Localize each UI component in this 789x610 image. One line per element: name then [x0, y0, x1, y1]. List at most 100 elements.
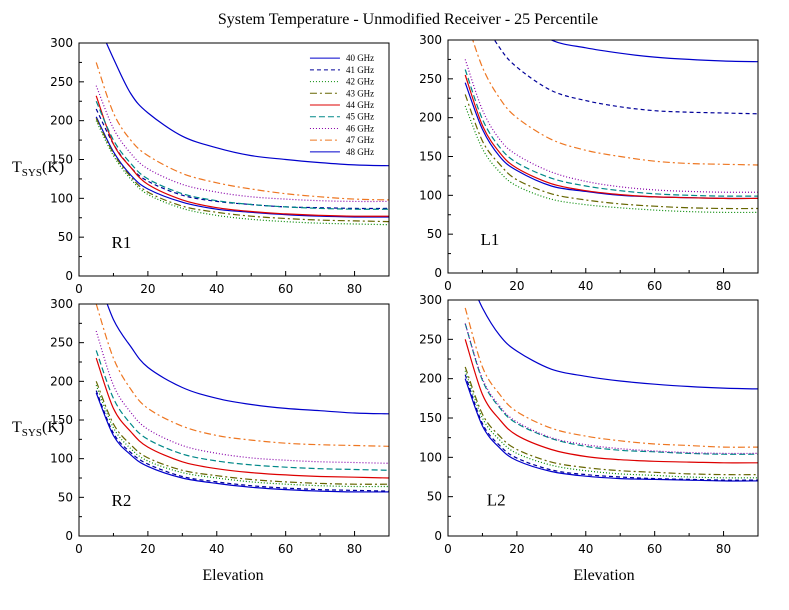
- series-line-47-ghz: [472, 40, 758, 166]
- y-tick-label: 250: [50, 336, 73, 350]
- y-tick-label: 150: [419, 150, 442, 164]
- series-line-41-ghz: [95, 108, 389, 210]
- chart-title: System Temperature - Unmodified Receiver…: [218, 11, 598, 28]
- series-group: [464, 40, 758, 214]
- x-tick-label: 80: [347, 542, 362, 556]
- series-line-44-ghz: [95, 95, 389, 217]
- x-tick-label: 40: [209, 542, 224, 556]
- x-tick-label: 60: [647, 279, 662, 293]
- y-tick-label: 100: [50, 191, 73, 205]
- panel-l2: 0 50 100 150 200 250 300 0 20 40 60 80 L2: [419, 293, 759, 556]
- y-tick-label: 200: [50, 114, 73, 128]
- x-tick-label: 0: [75, 542, 83, 556]
- y-tick-label: 250: [419, 332, 442, 346]
- series-line-40-ghz: [464, 82, 758, 200]
- panel-label: L2: [487, 490, 506, 509]
- y-tick-label: 50: [427, 490, 442, 504]
- y-tick-label: 0: [434, 529, 442, 543]
- panel-l1: 0 50 100 150 200 250 300 0 20 40 60 80 L1: [419, 33, 759, 293]
- series-line-46-ghz: [464, 59, 758, 193]
- series-line-45-ghz: [464, 69, 758, 197]
- series-line-40-ghz: [464, 378, 758, 482]
- series-line-46-ghz: [464, 323, 758, 455]
- y-axis-title-main: T: [12, 159, 22, 176]
- series-line-48-ghz: [477, 300, 758, 390]
- x-tick-label: 60: [278, 542, 293, 556]
- series-line-47-ghz: [95, 304, 389, 447]
- legend-label: 47 GHz: [346, 135, 374, 145]
- y-tick-label: 250: [419, 72, 442, 86]
- series-line-44-ghz: [464, 74, 758, 200]
- series-line-44-ghz: [464, 339, 758, 464]
- panel-label: R1: [112, 233, 132, 252]
- panel-r1: 0 50 100 150 200 250 300 0 20 40 60 80 R1 40 GHz 41 GH…: [50, 36, 390, 296]
- panel-r2: 0 50 100 150 200 250 300 0 20 40 60 80 R2: [50, 297, 390, 556]
- series-line-41-ghz: [493, 40, 758, 115]
- y-axis-title-sub: SYS: [22, 427, 42, 439]
- series-line-43-ghz: [95, 381, 389, 485]
- series-line-48-ghz: [105, 43, 389, 167]
- panel-label: L1: [481, 230, 500, 249]
- legend-label: 43 GHz: [346, 88, 374, 98]
- series-line-42-ghz: [95, 384, 389, 488]
- series-line-41-ghz: [95, 390, 389, 492]
- series-line-45-ghz: [95, 101, 389, 210]
- series-line-44-ghz: [95, 357, 389, 479]
- y-tick-label: 200: [419, 372, 442, 386]
- x-tick-label: 0: [75, 282, 83, 296]
- x-axis-title-left: Elevation: [202, 567, 263, 584]
- y-axis-title-sub: SYS: [22, 167, 42, 179]
- legend-label: 44 GHz: [346, 100, 374, 110]
- y-tick-label: 100: [50, 452, 73, 466]
- x-tick-label: 60: [278, 282, 293, 296]
- y-tick-label: 200: [50, 374, 73, 388]
- series-line-47-ghz: [95, 62, 389, 201]
- x-tick-label: 20: [140, 282, 155, 296]
- legend-label: 42 GHz: [346, 77, 374, 87]
- y-tick-label: 50: [58, 230, 73, 244]
- y-tick-label: 200: [419, 111, 442, 125]
- legend-label: 46 GHz: [346, 123, 374, 133]
- series-line-42-ghz: [95, 120, 389, 226]
- series-line-45-ghz: [95, 350, 389, 471]
- series-line-48-ghz: [106, 304, 389, 415]
- x-tick-label: 40: [578, 542, 593, 556]
- y-tick-label: 100: [419, 188, 442, 202]
- x-tick-label: 20: [140, 542, 155, 556]
- y-tick-label: 300: [419, 33, 442, 47]
- series-group: [464, 300, 758, 482]
- x-tick-label: 0: [444, 279, 452, 293]
- x-axis-title-right: Elevation: [573, 567, 634, 584]
- series-line-43-ghz: [95, 118, 389, 223]
- x-tick-label: 80: [716, 542, 731, 556]
- x-tick-label: 40: [209, 282, 224, 296]
- y-tick-label: 150: [419, 411, 442, 425]
- y-tick-label: 0: [434, 266, 442, 280]
- series-group: [95, 43, 389, 226]
- legend-label: 40 GHz: [346, 53, 374, 63]
- y-axis-title-tail: (K): [42, 159, 64, 176]
- series-line-42-ghz: [464, 105, 758, 214]
- x-tick-label: 20: [509, 279, 524, 293]
- x-tick-label: 0: [444, 542, 452, 556]
- legend-label: 48 GHz: [346, 147, 374, 157]
- series-line-45-ghz: [464, 323, 758, 455]
- series-line-47-ghz: [464, 307, 758, 448]
- legend-label: 45 GHz: [346, 112, 374, 122]
- y-tick-label: 100: [419, 450, 442, 464]
- y-tick-label: 0: [65, 529, 73, 543]
- legend-label: 41 GHz: [346, 65, 374, 75]
- series-line-48-ghz: [549, 40, 758, 63]
- x-tick-label: 60: [647, 542, 662, 556]
- series-group: [95, 304, 389, 493]
- series-line-41-ghz: [464, 374, 758, 481]
- y-tick-label: 150: [50, 153, 73, 167]
- y-tick-label: 50: [427, 227, 442, 241]
- series-line-43-ghz: [464, 366, 758, 476]
- series-line-46-ghz: [95, 330, 389, 464]
- y-tick-label: 0: [65, 269, 73, 283]
- y-axis-title-main: T: [12, 419, 22, 436]
